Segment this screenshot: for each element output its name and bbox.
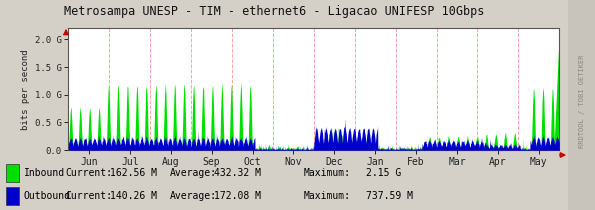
Text: Maximum:: Maximum: xyxy=(303,191,350,201)
Text: 172.08 M: 172.08 M xyxy=(214,191,261,201)
Text: 737.59 M: 737.59 M xyxy=(366,191,413,201)
Text: Current:: Current: xyxy=(65,168,112,178)
Text: Inbound: Inbound xyxy=(24,168,65,178)
Text: Current:: Current: xyxy=(65,191,112,201)
Text: Maximum:: Maximum: xyxy=(303,168,350,178)
Text: RRDTOOL / TOBI OETIKER: RRDTOOL / TOBI OETIKER xyxy=(579,54,585,148)
Text: Average:: Average: xyxy=(170,168,217,178)
Y-axis label: bits per second: bits per second xyxy=(21,49,30,130)
Text: Metrosampa UNESP - TIM - ethernet6 - Ligacao UNIFESP 10Gbps: Metrosampa UNESP - TIM - ethernet6 - Lig… xyxy=(64,5,484,18)
Text: 140.26 M: 140.26 M xyxy=(110,191,157,201)
Text: 162.56 M: 162.56 M xyxy=(110,168,157,178)
Text: 2.15 G: 2.15 G xyxy=(366,168,401,178)
Text: Average:: Average: xyxy=(170,191,217,201)
Text: 432.32 M: 432.32 M xyxy=(214,168,261,178)
Text: Outbound: Outbound xyxy=(24,191,71,201)
